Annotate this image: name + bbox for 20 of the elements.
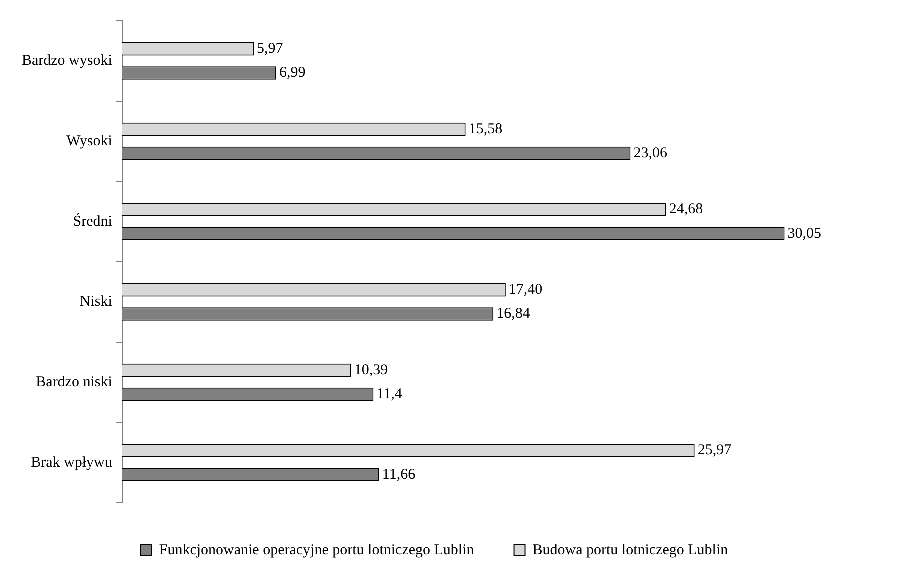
legend-label: Funkcjonowanie operacyjne portu lotniczego Lublin bbox=[159, 542, 475, 558]
data-label: 11,4 bbox=[376, 386, 403, 402]
y-tick-label: Niski bbox=[80, 294, 112, 310]
data-label: 17,40 bbox=[508, 282, 543, 298]
data-label: 23,06 bbox=[634, 145, 668, 162]
data-label: 15,58 bbox=[468, 121, 503, 138]
y-tick-label: Średni bbox=[73, 212, 112, 230]
y-tick-label: Bardzo wysoki bbox=[22, 53, 112, 70]
legend-label: Budowa portu lotniczego Lublin bbox=[532, 542, 729, 558]
y-tick-label: Bardzo niski bbox=[36, 374, 112, 390]
data-label: 5,97 bbox=[256, 41, 284, 58]
data-label: 11,66 bbox=[382, 466, 416, 483]
data-label: 25,97 bbox=[698, 442, 732, 459]
data-label: 16,84 bbox=[496, 306, 531, 322]
data-label: 6,99 bbox=[279, 65, 306, 82]
y-tick-label: Brak wpływu bbox=[31, 454, 113, 471]
data-label: 10,39 bbox=[354, 362, 388, 378]
y-tick-label: Wysoki bbox=[66, 133, 112, 150]
data-label: 24,68 bbox=[669, 202, 704, 218]
data-label: 30,05 bbox=[788, 226, 822, 242]
